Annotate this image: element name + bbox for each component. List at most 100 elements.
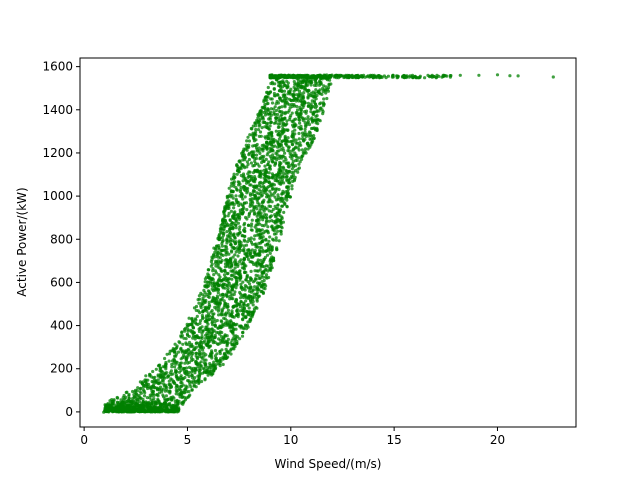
data-point bbox=[138, 390, 142, 394]
data-point bbox=[224, 257, 229, 262]
data-point bbox=[218, 256, 222, 260]
data-point bbox=[265, 95, 269, 99]
data-point bbox=[283, 93, 287, 97]
data-point bbox=[282, 172, 286, 176]
data-point bbox=[228, 224, 232, 228]
data-point bbox=[315, 128, 319, 132]
data-point bbox=[217, 234, 221, 238]
data-point bbox=[282, 74, 286, 78]
data-point bbox=[290, 102, 294, 106]
data-point bbox=[163, 376, 167, 380]
data-point bbox=[274, 236, 278, 240]
data-point bbox=[262, 159, 266, 163]
data-point bbox=[207, 318, 211, 322]
data-point bbox=[162, 395, 166, 399]
data-point bbox=[341, 74, 346, 78]
data-point bbox=[304, 134, 308, 138]
data-point bbox=[167, 382, 171, 386]
data-point bbox=[215, 330, 219, 334]
data-point bbox=[232, 216, 236, 220]
data-point bbox=[294, 138, 298, 142]
data-point bbox=[295, 104, 299, 109]
data-point bbox=[224, 253, 228, 257]
data-point bbox=[232, 304, 236, 308]
data-point bbox=[279, 232, 283, 236]
data-point bbox=[236, 248, 240, 252]
data-point bbox=[197, 329, 201, 334]
data-point bbox=[247, 237, 251, 241]
data-point bbox=[376, 74, 381, 78]
data-point bbox=[204, 325, 208, 329]
data-point bbox=[282, 166, 286, 170]
data-point bbox=[272, 183, 276, 187]
data-point bbox=[244, 327, 249, 331]
data-point bbox=[268, 154, 272, 158]
data-point bbox=[253, 196, 257, 200]
data-point bbox=[257, 276, 261, 281]
data-point bbox=[164, 385, 168, 389]
data-point bbox=[210, 315, 214, 319]
data-point bbox=[216, 288, 220, 292]
data-point bbox=[200, 379, 204, 384]
data-point bbox=[133, 399, 137, 403]
data-point bbox=[225, 278, 229, 282]
data-point bbox=[286, 128, 290, 132]
data-point bbox=[199, 340, 203, 344]
data-point bbox=[149, 398, 153, 402]
data-point bbox=[304, 84, 308, 88]
data-point bbox=[256, 253, 260, 257]
data-point bbox=[216, 342, 220, 346]
data-point bbox=[278, 98, 282, 102]
data-point bbox=[193, 347, 197, 351]
data-point bbox=[253, 251, 257, 255]
data-point bbox=[197, 294, 201, 298]
data-point bbox=[222, 248, 226, 252]
data-point bbox=[277, 149, 281, 153]
data-point bbox=[230, 338, 234, 342]
data-point bbox=[270, 246, 274, 250]
data-point bbox=[278, 162, 282, 166]
data-point bbox=[205, 283, 209, 287]
data-point bbox=[184, 337, 188, 341]
data-point bbox=[245, 187, 249, 191]
data-point bbox=[168, 371, 172, 375]
data-point bbox=[257, 204, 261, 208]
data-point bbox=[258, 236, 262, 240]
data-point bbox=[230, 277, 234, 281]
data-point bbox=[239, 276, 243, 280]
data-point bbox=[245, 165, 249, 169]
data-point bbox=[137, 400, 142, 404]
data-point bbox=[177, 370, 182, 374]
data-point bbox=[178, 388, 182, 392]
data-point bbox=[238, 305, 242, 309]
data-point bbox=[196, 374, 200, 378]
data-point bbox=[220, 340, 224, 344]
data-point bbox=[278, 164, 282, 169]
data-point bbox=[225, 292, 229, 296]
data-point bbox=[220, 244, 224, 248]
data-point bbox=[236, 232, 240, 236]
data-point bbox=[224, 323, 228, 327]
data-point bbox=[214, 288, 218, 292]
data-point bbox=[229, 352, 233, 356]
data-point bbox=[113, 408, 117, 412]
data-point bbox=[282, 130, 286, 134]
data-point bbox=[254, 124, 258, 128]
data-point bbox=[280, 178, 284, 182]
data-point bbox=[306, 90, 310, 94]
data-point bbox=[262, 278, 266, 283]
data-point bbox=[255, 223, 259, 227]
data-point bbox=[278, 210, 282, 214]
data-point bbox=[112, 399, 116, 403]
data-point bbox=[249, 240, 254, 244]
data-point bbox=[268, 235, 272, 239]
data-point bbox=[266, 249, 271, 253]
data-point bbox=[251, 155, 255, 159]
data-point bbox=[258, 151, 262, 155]
data-point bbox=[212, 273, 216, 277]
data-point bbox=[207, 274, 211, 278]
data-point bbox=[235, 309, 239, 313]
data-point bbox=[254, 127, 258, 132]
data-point bbox=[203, 300, 207, 304]
data-point bbox=[242, 256, 246, 260]
